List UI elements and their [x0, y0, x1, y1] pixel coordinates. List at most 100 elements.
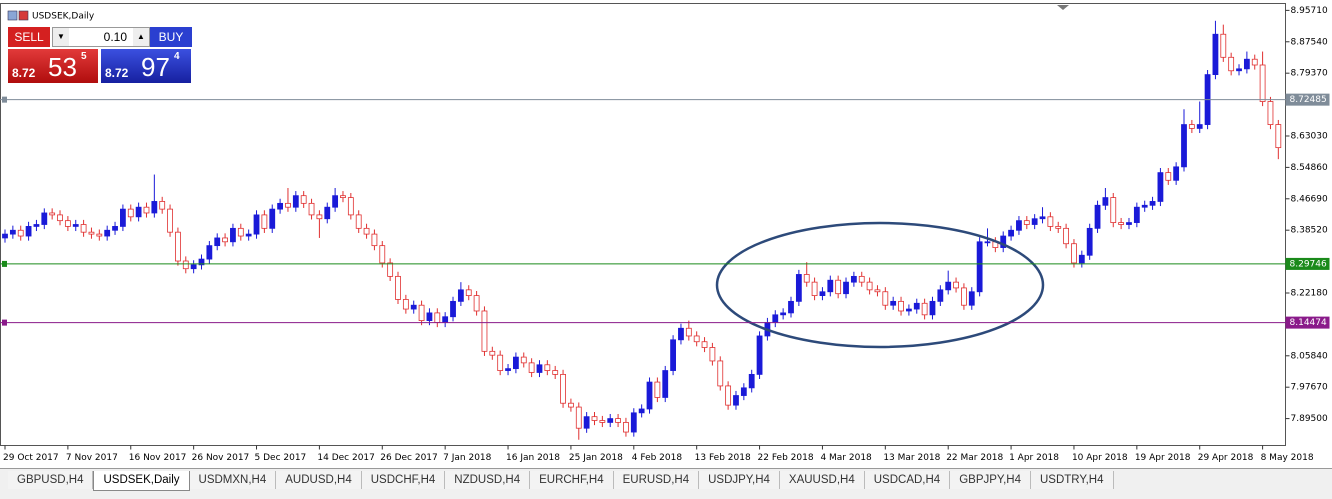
- tab[interactable]: USDCAD,H4: [864, 471, 951, 489]
- buy-quote[interactable]: 8.72 97 4: [101, 49, 191, 83]
- candle-body: [277, 202, 284, 210]
- candle-body: [222, 237, 228, 243]
- candle-body: [575, 406, 582, 429]
- quote-pips: 53: [48, 52, 77, 82]
- tab[interactable]: USDMXN,H4: [189, 471, 277, 489]
- tab[interactable]: AUDUSD,H4: [276, 471, 362, 489]
- candle-body: [442, 316, 449, 323]
- candle-body: [473, 295, 480, 312]
- candle-body: [332, 195, 339, 208]
- candle-body: [756, 335, 763, 375]
- tab[interactable]: NZDUSD,H4: [445, 471, 531, 489]
- candle-body: [1267, 101, 1274, 125]
- candle-body: [387, 262, 394, 277]
- candle-body: [1141, 204, 1148, 208]
- x-tick-label: 4 Mar 2018: [820, 453, 872, 463]
- x-tick-label: 29 Apr 2018: [1198, 453, 1254, 463]
- candle-body: [513, 356, 519, 370]
- x-tick-label: 7 Nov 2017: [66, 453, 118, 463]
- candle-body: [96, 233, 103, 237]
- candle-body: [811, 281, 818, 297]
- x-tick-label: 7 Jan 2018: [443, 453, 491, 463]
- x-tick-label: 26 Dec 2017: [380, 453, 438, 463]
- sell-quote[interactable]: 8.72 53 5: [8, 49, 98, 83]
- tab[interactable]: EURUSD,H4: [613, 471, 700, 489]
- candle-body: [1086, 227, 1093, 256]
- quote-fraction: 5: [81, 51, 87, 62]
- y-tick-label: 7.89500: [1291, 414, 1328, 424]
- candle-body: [866, 281, 873, 291]
- candle-body: [630, 412, 637, 433]
- y-tick-label: 8.87540: [1291, 37, 1328, 47]
- candle-body: [127, 208, 134, 218]
- candle-body: [709, 347, 716, 362]
- tab[interactable]: USDJPY,H4: [699, 471, 780, 489]
- candle-body: [1157, 172, 1164, 202]
- candle-body: [882, 291, 889, 306]
- candle-body: [599, 420, 606, 423]
- candle-body: [984, 241, 991, 244]
- tab[interactable]: EURCHF,H4: [530, 471, 614, 489]
- marks: [2, 20, 1282, 440]
- tab[interactable]: USDSEK,Daily: [93, 471, 190, 491]
- candle-body: [780, 312, 787, 316]
- y-tick-label: 8.05840: [1291, 351, 1328, 361]
- y-tick-label: 8.38520: [1291, 226, 1328, 236]
- candle-body: [465, 289, 472, 297]
- x-tick-label: 22 Mar 2018: [946, 453, 1003, 463]
- candle-body: [324, 206, 331, 220]
- shift-marker: [1057, 5, 1069, 10]
- candle-body: [49, 212, 56, 216]
- candle-body: [827, 279, 834, 293]
- candle-body: [670, 339, 676, 371]
- candle-body: [1078, 254, 1085, 264]
- candle-body: [646, 381, 653, 410]
- price-level-tag: [2, 319, 7, 326]
- candle-body: [1188, 124, 1195, 129]
- candle-body: [402, 299, 409, 310]
- candle-body: [1094, 204, 1101, 229]
- lot-input[interactable]: ▼ 0.10 ▲: [52, 27, 150, 47]
- candle-body: [1251, 58, 1258, 66]
- candle-body: [292, 195, 299, 208]
- candle-body: [898, 300, 904, 312]
- x-tick-label: 16 Jan 2018: [506, 453, 560, 463]
- quote-big-figure: 8.72: [105, 66, 129, 80]
- candle-body: [921, 302, 928, 316]
- candle-body: [1243, 58, 1250, 70]
- tab[interactable]: USDCHF,H4: [361, 471, 446, 489]
- x-tick-label: 26 Nov 2017: [192, 453, 250, 463]
- candle-body: [112, 226, 118, 231]
- candle-body: [120, 208, 126, 227]
- lot-value: 0.10: [103, 30, 127, 44]
- candle-body: [457, 289, 464, 302]
- candle-body: [206, 245, 213, 260]
- candle-body: [528, 362, 535, 373]
- candle-body: [88, 231, 95, 235]
- candle-body: [1118, 222, 1125, 225]
- tab[interactable]: XAUUSD,H4: [779, 471, 865, 489]
- lot-up[interactable]: ▲: [133, 28, 149, 46]
- candle-body: [819, 291, 826, 297]
- sell-button[interactable]: SELL: [8, 27, 50, 47]
- candle-body: [1196, 124, 1203, 129]
- lot-down[interactable]: ▼: [53, 28, 69, 46]
- chart: USDSEK,Daily 8.95710 8.87540 8.79370 8.6303…: [0, 3, 1330, 463]
- candle-body: [772, 314, 779, 323]
- candle-body: [701, 341, 708, 348]
- candle-body: [1149, 201, 1156, 206]
- candle-body: [803, 274, 810, 283]
- tab[interactable]: GBPUSD,H4: [8, 471, 94, 489]
- buy-button[interactable]: BUY: [150, 27, 192, 47]
- symbol-icons: [7, 10, 29, 21]
- highlight-ellipse: [715, 221, 1045, 349]
- candle-body: [1259, 64, 1266, 102]
- tab[interactable]: GBPJPY,H4: [950, 471, 1031, 489]
- tab[interactable]: USDTRY,H4: [1031, 471, 1114, 489]
- candle-body: [347, 197, 354, 216]
- candle-body: [1110, 197, 1117, 223]
- candle-body: [937, 289, 944, 302]
- candle-body: [1212, 33, 1219, 76]
- candle-body: [906, 308, 912, 312]
- candle-body: [418, 304, 425, 321]
